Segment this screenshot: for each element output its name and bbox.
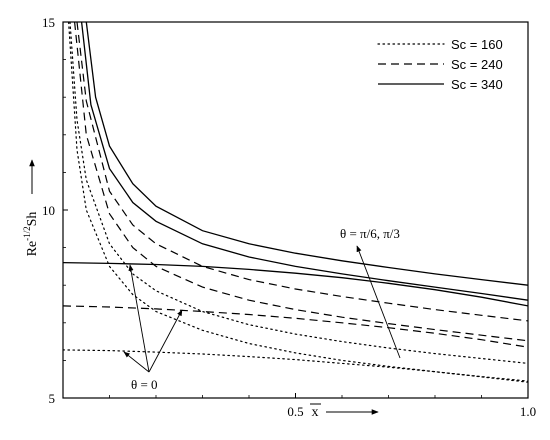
- series-layer: [63, 22, 528, 383]
- x-axis-label-text: x: [312, 405, 319, 420]
- y-tick-label-0: 5: [49, 391, 56, 406]
- ticks-layer: 5 10 15 0.5 1.0: [42, 15, 536, 419]
- annotation-theta-0: θ = 0: [123, 264, 183, 392]
- series-line-5: [76, 22, 528, 322]
- legend: Sc = 160 Sc = 240 Sc = 340: [377, 37, 503, 92]
- annotation-theta-pi-arrow: [356, 245, 401, 359]
- y-axis-label-text: Re-1/2Sh: [22, 212, 40, 257]
- legend-label-0: Sc = 160: [451, 37, 503, 52]
- annotation-theta-0-text: θ = 0: [131, 377, 158, 392]
- x-axis-label: x: [310, 403, 379, 420]
- x-tick-label-0: 0.5: [287, 404, 303, 419]
- y-tick-label-1: 10: [42, 203, 55, 218]
- annotation-theta-0-arrow-2: [148, 309, 183, 373]
- legend-label-2: Sc = 340: [451, 77, 503, 92]
- series-line-1: [63, 305, 528, 348]
- annotation-theta-0-arrow-3: [123, 351, 150, 373]
- series-line-0: [63, 261, 528, 307]
- annotation-theta-pi: θ = π/6, π/3: [340, 226, 401, 359]
- series-line-4: [80, 22, 528, 301]
- series-line-3: [85, 22, 528, 286]
- legend-label-1: Sc = 240: [451, 57, 503, 72]
- series-line-7: [69, 22, 528, 364]
- series-line-6: [74, 22, 528, 342]
- annotation-theta-pi-text: θ = π/6, π/3: [340, 226, 400, 241]
- y-tick-label-2: 15: [42, 15, 55, 30]
- annotation-theta-0-arrow-1: [128, 264, 150, 373]
- series-line-8: [67, 22, 528, 382]
- x-tick-label-1: 1.0: [520, 404, 536, 419]
- y-axis-label: Re-1/2Sh: [22, 159, 40, 257]
- plot-area: [63, 22, 528, 383]
